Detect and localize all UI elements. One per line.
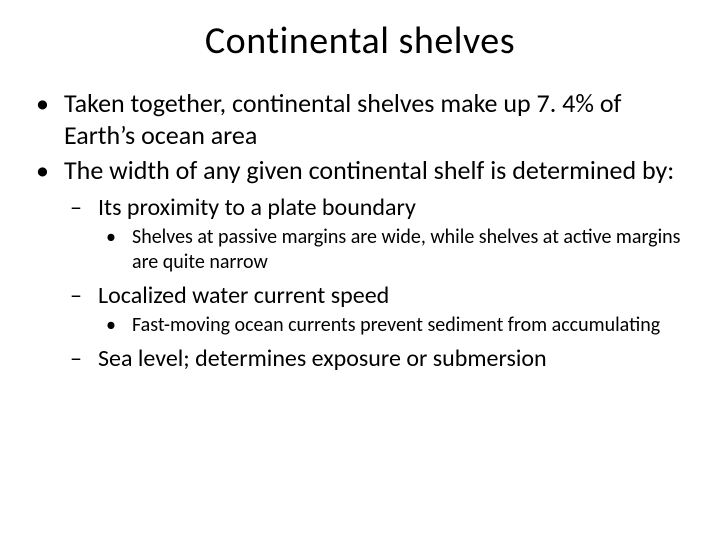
bullet-text: The width of any given continental shelf… — [64, 154, 674, 186]
bullet-item: Taken together, continental shelves make… — [60, 88, 690, 151]
bullet-list-level3: Shelves at passive margins are wide, whi… — [98, 225, 690, 275]
slide-title: Continental shelves — [30, 18, 690, 64]
detail-bullet-item: Shelves at passive margins are wide, whi… — [128, 225, 690, 275]
sub-bullet-item: Its proximity to a plate boundary Shelve… — [94, 193, 690, 275]
sub-bullet-text: Its proximity to a plate boundary — [98, 193, 416, 222]
bullet-list-level3: Fast-moving ocean currents prevent sedim… — [98, 313, 690, 338]
bullet-list-level1: Taken together, continental shelves make… — [30, 88, 690, 374]
slide: Continental shelves Taken together, cont… — [0, 0, 720, 540]
detail-bullet-item: Fast-moving ocean currents prevent sedim… — [128, 313, 690, 338]
sub-bullet-item: Localized water current speed Fast-movin… — [94, 281, 690, 338]
sub-bullet-text: Localized water current speed — [98, 281, 389, 310]
sub-bullet-item: Sea level; determines exposure or submer… — [94, 344, 690, 374]
bullet-list-level2: Its proximity to a plate boundary Shelve… — [64, 193, 690, 374]
bullet-item: The width of any given continental shelf… — [60, 155, 690, 374]
